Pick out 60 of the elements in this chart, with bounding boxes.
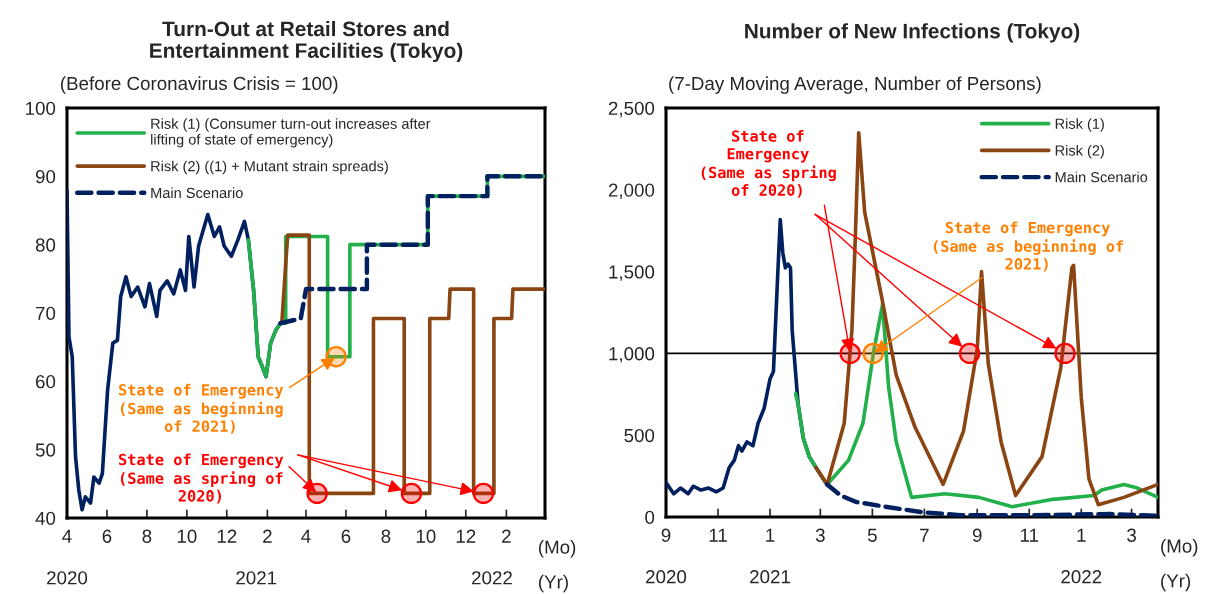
y-tick-label: 90 bbox=[35, 170, 56, 184]
y-tick-label: 1,500 bbox=[609, 265, 655, 281]
x-tick-label: 7 bbox=[920, 528, 929, 542]
y-tick-label: 0 bbox=[645, 510, 655, 524]
x-tick-label: 10 bbox=[416, 529, 436, 543]
x2-tick-label: 2022 bbox=[1061, 570, 1102, 584]
y-tick-label: 40 bbox=[35, 511, 56, 525]
annotation: State of Emergency (Same as spring of 2020) bbox=[701, 130, 836, 198]
annotation: State of Emergency (Same as spring of 2020) bbox=[119, 453, 284, 504]
y-tick-label: 80 bbox=[35, 238, 56, 252]
legend-label: Risk (2) ((1) + Mutant strain spreads) bbox=[151, 160, 388, 175]
y-tick-label: 500 bbox=[624, 428, 655, 443]
legend-label: Risk (1) bbox=[1055, 118, 1104, 132]
chart-subtitle: (Before Coronavirus Crisis = 100) bbox=[60, 76, 338, 94]
x-tick-label: 9 bbox=[661, 528, 671, 542]
y-tick-label: 50 bbox=[35, 443, 56, 457]
chart-title: Turn-Out at Retail Stores and Entertainment Facilities (Tokyo) bbox=[150, 20, 463, 63]
x-tick-label: 5 bbox=[867, 528, 877, 542]
x-tick-label: 1 bbox=[1077, 528, 1086, 542]
x2-tick-label: 2022 bbox=[472, 571, 512, 585]
y-tick-label: 1,000 bbox=[609, 347, 655, 363]
x-tick-label: 9 bbox=[972, 528, 982, 542]
x2-tick-label: 2020 bbox=[47, 571, 88, 585]
x-tick-label: 8 bbox=[381, 529, 391, 543]
chart-subtitle: (7-Day Moving Average, Number of Persons) bbox=[669, 76, 1041, 94]
y-tick-label: 2,000 bbox=[608, 183, 655, 199]
x-tick-label: 3 bbox=[815, 528, 825, 542]
x-tick-label: 12 bbox=[456, 529, 476, 543]
y-tick-label: 100 bbox=[26, 101, 56, 115]
annotation: State of Emergency (Same as beginning of 2021) bbox=[119, 383, 284, 434]
x-tick-label: 12 bbox=[217, 529, 237, 543]
x-tick-label: 1 bbox=[766, 528, 775, 542]
x-tick-label: 3 bbox=[1127, 528, 1136, 542]
legend-label: Risk (2) bbox=[1055, 144, 1104, 159]
annotation: State of Emergency (Same as beginning of 2021) bbox=[933, 221, 1124, 272]
y-tick-label: 2,500 bbox=[608, 101, 655, 118]
x-tick-label: 11 bbox=[1020, 528, 1039, 542]
x-axis-title: (Mo) bbox=[538, 540, 576, 558]
line-series bbox=[793, 302, 1158, 509]
legend-label: Risk (1) (Consumer turn-out increases after lifting of state of emergency) bbox=[151, 118, 431, 148]
y-tick-label: 60 bbox=[35, 375, 56, 389]
x-tick-label: 2 bbox=[263, 529, 272, 543]
x-tick-label: 10 bbox=[177, 529, 197, 543]
x2-tick-label: 2020 bbox=[646, 570, 687, 584]
x-tick-label: 6 bbox=[102, 529, 112, 543]
x2-tick-label: 2021 bbox=[750, 570, 790, 584]
x2-axis-title: (Yr) bbox=[538, 574, 568, 593]
x-axis-title: (Mo) bbox=[1161, 538, 1198, 557]
legend-label: Main Scenario bbox=[1055, 171, 1148, 183]
y-tick-label: 70 bbox=[36, 306, 56, 320]
x-tick-label: 2 bbox=[502, 529, 511, 543]
x2-tick-label: 2021 bbox=[236, 571, 277, 585]
x-tick-label: 4 bbox=[301, 529, 311, 543]
legend-label: Main Scenario bbox=[151, 187, 243, 199]
x-tick-label: 8 bbox=[142, 529, 152, 543]
chart-title: Number of New Infections (Tokyo) bbox=[745, 23, 1080, 43]
x-tick-label: 11 bbox=[709, 528, 727, 542]
x2-axis-title: (Yr) bbox=[1161, 573, 1191, 592]
x-tick-label: 6 bbox=[341, 529, 351, 543]
x-tick-label: 4 bbox=[62, 529, 72, 543]
